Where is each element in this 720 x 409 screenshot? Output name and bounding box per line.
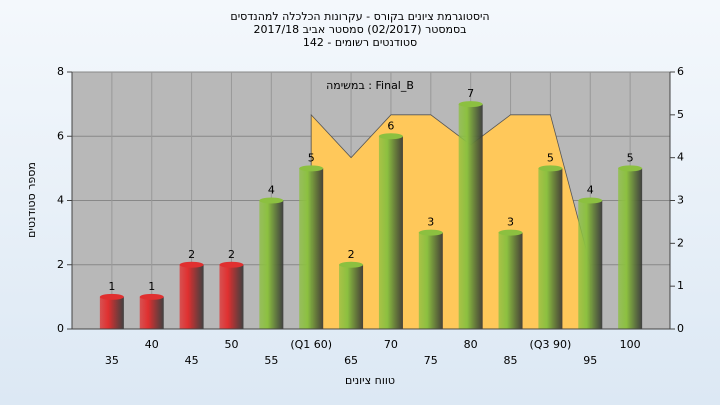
bar-top [378,133,403,140]
x-tick-label: (Q3 90) [530,338,572,351]
bar [618,168,643,329]
bar [378,136,403,329]
x-tick-label: 55 [264,354,278,367]
value-label: 4 [268,184,275,197]
bar [418,232,443,329]
y-tick-label: 0 [57,322,64,335]
chart-subtitle: בסמסטר (02/2017) סמסטר אביב 2017/18 [253,23,466,36]
x-tick-label: 75 [424,354,438,367]
y-tick-label: 6 [57,129,64,142]
value-label: 2 [188,248,195,261]
bar-top [179,261,204,268]
bar [339,264,364,329]
y-tick-label: 4 [57,194,64,207]
bar [259,200,284,329]
x-tick-label: 85 [504,354,518,367]
bar-top [299,165,324,172]
bar-top [538,165,563,172]
bar-top [458,101,483,108]
value-label: 4 [587,184,594,197]
bar-top [259,197,284,204]
value-label: 3 [427,216,434,229]
x-tick-label: 80 [464,338,478,351]
bar-top [139,293,164,300]
bar [179,264,204,329]
y2-tick-label: 6 [677,65,684,78]
value-label: 2 [228,248,235,261]
value-label: 1 [148,280,155,293]
x-axis-label: טווח ציונים [345,374,395,387]
x-tick-label: 70 [384,338,398,351]
bar [498,232,523,329]
x-tick-label: 35 [105,354,119,367]
y2-tick-label: 3 [677,194,684,207]
chart-subtitle: סטודנטים רשומים - 142 [303,36,417,49]
y2-tick-label: 5 [677,108,684,121]
bar [139,296,164,329]
x-tick-label: 100 [620,338,641,351]
x-tick-label: 65 [344,354,358,367]
value-label: 2 [348,248,355,261]
value-label: 1 [108,280,115,293]
bar [458,104,483,329]
bar [538,168,563,329]
bar-top [418,229,443,236]
bar-top [618,165,643,172]
y-axis-label: מספר סטודנטים [25,162,38,238]
bar-top [99,293,124,300]
y2-tick-label: 1 [677,279,684,292]
x-tick-label: 95 [583,354,597,367]
value-label: 3 [507,216,514,229]
y2-tick-label: 0 [677,322,684,335]
annotation: במשימה : Final_B [326,79,414,92]
value-label: 7 [467,87,474,100]
value-label: 5 [308,151,315,164]
x-tick-label: (Q1 60) [290,338,332,351]
bar [299,168,324,329]
bar-top [578,197,603,204]
bar [219,264,244,329]
value-label: 6 [387,119,394,132]
chart-title: היסטוגרמת ציונים בקורס - עקרונות הכלכלה … [230,10,489,23]
bar-top [339,261,364,268]
y-tick-label: 2 [57,258,64,271]
bar-top [219,261,244,268]
bar [578,200,603,329]
x-tick-label: 45 [185,354,199,367]
value-label: 5 [627,151,634,164]
y2-tick-label: 4 [677,151,684,164]
y2-tick-label: 2 [677,236,684,249]
bar-top [498,229,523,236]
x-tick-label: 50 [224,338,238,351]
value-label: 5 [547,151,554,164]
x-tick-label: 40 [145,338,159,351]
bar [99,296,124,329]
y-tick-label: 8 [57,65,64,78]
